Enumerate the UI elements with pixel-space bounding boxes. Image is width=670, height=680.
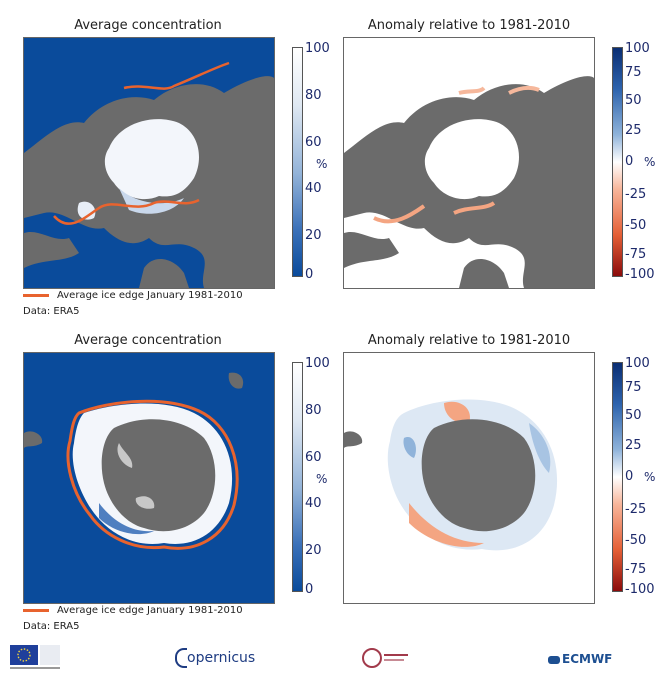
ice-edge-legend-label: Average ice edge January 1981-2010 (57, 290, 243, 301)
colorbar-tick: -25 (625, 502, 647, 517)
antarctic-concentration-map (23, 352, 275, 604)
ice-edge-legend-2: Average ice edge January 1981-2010 (23, 605, 243, 616)
colorbar-tick: 20 (305, 228, 322, 243)
ice-edge-line-swatch (23, 609, 49, 612)
copernicus-logo: opernicus (175, 648, 255, 668)
climate-change-service-logo (362, 646, 412, 673)
arctic-concentration-map (23, 37, 275, 289)
colorbar-tick: -75 (625, 562, 647, 577)
data-source: Data: ERA5 (23, 306, 80, 317)
colorbar-tick: 25 (625, 123, 642, 138)
colorbar-tick: 0 (625, 154, 634, 169)
ice-edge-legend: Average ice edge January 1981-2010 (23, 290, 243, 301)
colorbar-tick: 75 (625, 65, 642, 80)
data-source-2: Data: ERA5 (23, 621, 80, 632)
colorbar-tick: 100 (305, 356, 330, 371)
copernicus-c-icon (175, 648, 187, 668)
eu-flag-logo (10, 645, 62, 678)
arctic-anomaly-map (343, 37, 595, 289)
colorbar-tick: 0 (305, 582, 314, 597)
antarctic-concentration-title: Average concentration (74, 333, 222, 348)
colorbar-tick: 20 (305, 543, 322, 558)
ice-edge-line-swatch (23, 294, 49, 297)
colorbar-tick: 75 (625, 380, 642, 395)
ice-edge-legend-label: Average ice edge January 1981-2010 (57, 605, 243, 616)
arctic-anomaly-title: Anomaly relative to 1981-2010 (367, 18, 571, 33)
colorbar-tick: -100 (625, 582, 655, 597)
colorbar-unit: % (316, 157, 328, 171)
concentration-colorbar (292, 47, 303, 277)
colorbar-tick: 40 (305, 181, 322, 196)
colorbar-tick: -25 (625, 187, 647, 202)
colorbar-tick: 80 (305, 403, 322, 418)
colorbar-unit: % (316, 472, 328, 486)
colorbar-tick: 100 (305, 41, 330, 56)
colorbar-tick: -50 (625, 218, 647, 233)
colorbar-tick: -100 (625, 267, 655, 282)
antarctic-anomaly-map (343, 352, 595, 604)
colorbar-tick: 60 (305, 450, 322, 465)
colorbar-tick: 50 (625, 93, 642, 108)
colorbar-unit: % (644, 470, 656, 484)
colorbar-unit: % (644, 155, 656, 169)
colorbar-tick: 25 (625, 438, 642, 453)
ecmwf-wordmark: ECMWF (562, 652, 613, 666)
colorbar-tick: 50 (625, 408, 642, 423)
colorbar-tick: 100 (625, 356, 650, 371)
ecmwf-icon (548, 655, 560, 664)
antarctic-anomaly-title: Anomaly relative to 1981-2010 (367, 333, 571, 348)
colorbar-tick: 100 (625, 41, 650, 56)
anomaly-colorbar-2 (612, 362, 623, 592)
colorbar-tick: 80 (305, 88, 322, 103)
colorbar-tick: 40 (305, 496, 322, 511)
colorbar-tick: -75 (625, 247, 647, 262)
colorbar-tick: 60 (305, 135, 322, 150)
anomaly-colorbar (612, 47, 623, 277)
colorbar-tick: 0 (305, 267, 314, 282)
colorbar-tick: 0 (625, 469, 634, 484)
arctic-concentration-title: Average concentration (74, 18, 222, 33)
ecmwf-logo: ECMWF (548, 652, 612, 666)
copernicus-wordmark: opernicus (187, 650, 256, 666)
concentration-colorbar-2 (292, 362, 303, 592)
colorbar-tick: -50 (625, 533, 647, 548)
